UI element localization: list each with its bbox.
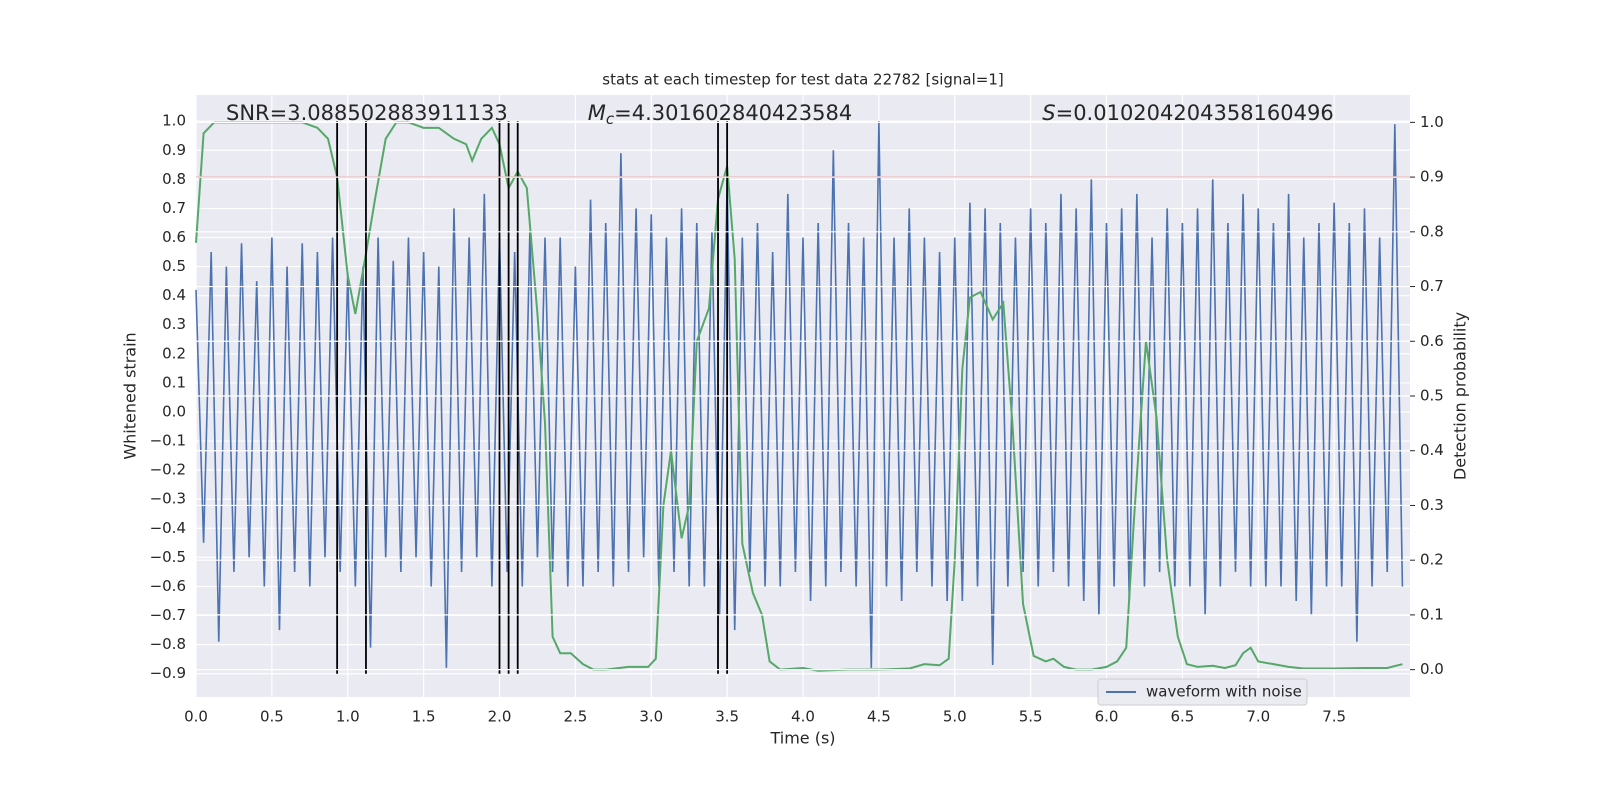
x-tick-label: 2.5	[563, 708, 587, 726]
y2-tick-label: 0.7	[1420, 277, 1444, 295]
y2-tick-label: 0.1	[1420, 605, 1444, 623]
annotation: S=0.010204204358160496	[1042, 101, 1333, 125]
y2-tick-label: 0.4	[1420, 441, 1444, 459]
x-tick-label: 4.0	[791, 708, 815, 726]
annotation-subscript: c	[606, 110, 615, 128]
y-tick-label: −0.6	[150, 577, 186, 595]
annotation-text: =4.301602840423584	[614, 101, 852, 125]
y2-tick-label: 0.3	[1420, 496, 1444, 514]
waveform-line	[195, 121, 1404, 668]
x-tick-label: 0.5	[260, 708, 284, 726]
y-tick-label: 0.3	[162, 315, 186, 333]
annotation: Mc=4.301602840423584	[588, 101, 852, 128]
annotation-text: SNR=3.088502883911133	[226, 101, 508, 125]
y-tick-label: −0.5	[150, 548, 186, 566]
y-tick-label: −0.3	[150, 490, 186, 508]
y2-tick-label: 0.8	[1420, 222, 1444, 240]
y-tick-label: 0.0	[162, 402, 186, 420]
y-tick-label: 0.2	[162, 344, 186, 362]
x-tick-label: 3.5	[715, 708, 739, 726]
y2-tick-label: 0.9	[1420, 168, 1444, 186]
y-tick-label: −0.2	[150, 461, 186, 479]
y-tick-label: 0.6	[162, 228, 186, 246]
y-tick-label: 0.8	[162, 170, 186, 188]
x-tick-label: 6.5	[1170, 708, 1194, 726]
x-tick-label: 1.5	[412, 708, 436, 726]
y-tick-label: 0.9	[162, 141, 186, 159]
y-tick-label: −0.4	[150, 519, 186, 537]
y2-axis-label: Detection probability	[1451, 312, 1470, 480]
y-tick-label: 0.7	[162, 199, 186, 217]
y-tick-label: 0.4	[162, 286, 186, 304]
y-axis-label: Whitened strain	[121, 332, 140, 459]
annotation-symbol: M	[588, 101, 606, 125]
chart-title: stats at each timestep for test data 227…	[602, 71, 1003, 89]
y2-tick-label: 0.6	[1420, 332, 1444, 350]
y2-tick-label: 0.2	[1420, 551, 1444, 569]
y2-tick-label: 0.0	[1420, 660, 1444, 678]
annotation-text: =0.010204204358160496	[1056, 101, 1334, 125]
annotation: SNR=3.088502883911133	[226, 101, 508, 125]
x-tick-label: 4.5	[867, 708, 891, 726]
y-tick-label: −0.9	[150, 664, 186, 682]
x-tick-label: 0.0	[184, 708, 208, 726]
y-tick-label: 0.5	[162, 257, 186, 275]
annotation-symbol: S	[1042, 101, 1055, 125]
y2-tick-label: 0.5	[1420, 387, 1444, 405]
x-tick-label: 5.5	[1019, 708, 1043, 726]
x-tick-label: 1.0	[336, 708, 360, 726]
x-axis-label: Time (s)	[769, 729, 835, 748]
y-tick-label: 1.0	[162, 112, 186, 130]
y-tick-label: 0.1	[162, 373, 186, 391]
y-tick-label: −0.8	[150, 635, 186, 653]
x-tick-label: 7.5	[1322, 708, 1346, 726]
x-tick-label: 5.0	[943, 708, 967, 726]
legend-box	[1097, 678, 1308, 706]
y-tick-label: −0.7	[150, 606, 186, 624]
y2-tick-label: 1.0	[1420, 113, 1444, 131]
x-tick-label: 2.0	[488, 708, 512, 726]
x-tick-label: 6.0	[1095, 708, 1119, 726]
legend-label: waveform with noise	[1146, 683, 1302, 701]
x-tick-label: 3.0	[639, 708, 663, 726]
x-tick-label: 7.0	[1246, 708, 1270, 726]
y-tick-label: −0.1	[150, 432, 186, 450]
